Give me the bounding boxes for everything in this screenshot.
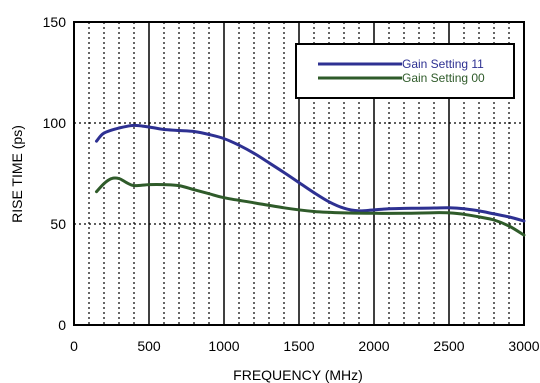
x-tick-label: 3000 — [508, 338, 539, 354]
x-axis-label: FREQUENCY (MHz) — [233, 367, 363, 383]
x-tick-label: 2500 — [433, 338, 464, 354]
tick-labels: 0 500 1000 1500 2000 2500 3000 0 50 100 150 — [43, 14, 540, 354]
series-lines — [95, 123, 526, 237]
plot-frame — [73, 21, 525, 326]
legend-label-gain-setting-00: Gain Setting 00 — [402, 71, 485, 85]
x-tick-label: 0 — [70, 338, 78, 354]
y-tick-label: 100 — [43, 115, 67, 131]
x-tick-label: 2000 — [358, 338, 389, 354]
legend-box — [295, 43, 515, 99]
y-tick-label: 150 — [43, 14, 67, 30]
series-line-gain-setting-00 — [95, 176, 526, 237]
x-tick-label: 1000 — [208, 338, 239, 354]
series-line-gain-setting-11 — [95, 123, 526, 223]
y-tick-label: 50 — [50, 216, 66, 232]
x-tick-label: 1500 — [283, 338, 314, 354]
x-tick-label: 500 — [137, 338, 161, 354]
y-tick-label: 0 — [58, 317, 66, 333]
y-axis-label: RISE TIME (ps) — [9, 125, 25, 223]
legend: Gain Setting 11 Gain Setting 00 — [295, 43, 515, 99]
legend-label-gain-setting-11: Gain Setting 11 — [402, 57, 484, 71]
